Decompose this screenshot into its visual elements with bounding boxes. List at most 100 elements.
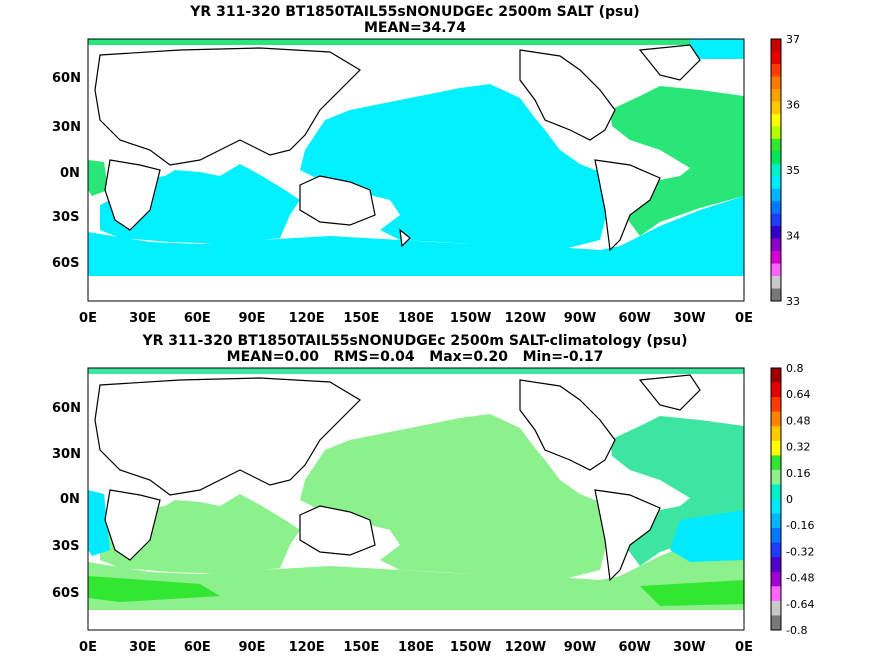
x-tick-label: 60E xyxy=(184,311,211,326)
y-tick-label: 60N xyxy=(52,71,81,86)
x-tick-label: 0E xyxy=(735,311,753,326)
colorbar-swatch xyxy=(771,39,781,52)
colorbar-swatch xyxy=(771,201,781,215)
colorbar-swatch xyxy=(771,499,781,515)
panel1-land-outlines xyxy=(94,44,701,252)
y-tick-label: 30N xyxy=(52,447,81,462)
colorbar-swatch xyxy=(771,440,781,456)
colorbar-swatch xyxy=(771,163,781,177)
colorbar-swatch xyxy=(771,176,781,190)
colorbar-swatch xyxy=(771,263,781,277)
x-tick-label: 90W xyxy=(564,640,596,655)
x-tick-label: 30E xyxy=(129,311,156,326)
colorbar-swatch xyxy=(771,213,781,227)
colorbar-swatch xyxy=(771,251,781,265)
x-tick-label: 30W xyxy=(673,311,705,326)
panel1-x-ticks: 0E 30E 60E 90E 120E 150E 180E 150W 120W 90W 60W 30W… xyxy=(79,311,753,326)
y-tick-label: 60S xyxy=(52,256,79,271)
colorbar-label: -0.16 xyxy=(786,519,814,532)
colorbar-swatch xyxy=(771,138,781,152)
colorbar-swatch xyxy=(771,615,781,631)
x-tick-label: 120E xyxy=(289,311,325,326)
colorbar-swatch xyxy=(771,288,781,302)
x-tick-label: 60W xyxy=(618,640,650,655)
y-tick-label: 60N xyxy=(52,401,81,416)
colorbar-swatch xyxy=(771,88,781,102)
x-tick-label: 30W xyxy=(673,640,705,655)
y-tick-label: 0N xyxy=(60,166,80,181)
colorbar-swatch xyxy=(771,226,781,240)
colorbar-label: 0.32 xyxy=(786,441,811,454)
panel1-southern-ocean xyxy=(88,196,744,276)
colorbar-label: 36 xyxy=(786,99,800,112)
x-tick-label: 90E xyxy=(239,640,266,655)
colorbar-label: 35 xyxy=(786,164,800,177)
x-tick-label: 180E xyxy=(398,311,434,326)
colorbar-swatch xyxy=(771,126,781,140)
colorbar-label: -0.32 xyxy=(786,545,814,558)
colorbar-label: 37 xyxy=(786,33,800,46)
colorbar-swatch xyxy=(771,397,781,413)
x-tick-label: 120E xyxy=(289,640,325,655)
x-tick-label: 30E xyxy=(129,640,156,655)
x-tick-label: 0E xyxy=(79,311,97,326)
colorbar-swatch xyxy=(771,382,781,398)
x-tick-label: 120W xyxy=(505,640,546,655)
panel1-y-ticks: 60N 30N 0N 30S 60S xyxy=(52,71,81,271)
x-tick-label: 180E xyxy=(398,640,434,655)
colorbar-swatch xyxy=(771,63,781,77)
colorbar-swatch xyxy=(771,76,781,90)
x-tick-label: 0E xyxy=(79,640,97,655)
colorbar-swatch xyxy=(771,542,781,558)
panel2-title-line1: YR 311-320 BT1850TAIL55sNONUDGEc 2500m S… xyxy=(142,333,688,349)
panel2-southern-ocean xyxy=(88,526,744,610)
colorbar-swatch xyxy=(771,426,781,442)
colorbar-swatch xyxy=(771,600,781,616)
colorbar-swatch xyxy=(771,571,781,587)
colorbar-swatch xyxy=(771,484,781,500)
colorbar-swatch xyxy=(771,188,781,202)
x-tick-label: 60E xyxy=(184,640,211,655)
colorbar-swatch xyxy=(771,528,781,544)
colorbar-swatch xyxy=(771,557,781,573)
y-tick-label: 30N xyxy=(52,120,81,135)
panel2-land-outlines xyxy=(94,374,701,582)
colorbar-label: -0.64 xyxy=(786,598,814,611)
panel2-x-ticks: 0E 30E 60E 90E 120E 150E 180E 150W 120W 90W 60W 30W… xyxy=(79,640,753,655)
panel1-title-line1: YR 311-320 BT1850TAIL55sNONUDGEc 2500m S… xyxy=(190,4,640,20)
colorbar-swatch xyxy=(771,455,781,471)
x-tick-label: 150W xyxy=(450,311,491,326)
panel1-map xyxy=(88,39,744,301)
panel1-title-line2: MEAN=34.74 xyxy=(363,20,467,36)
panel2-y-ticks: 60N 30N 0N 30S 60S xyxy=(52,401,81,601)
colorbar-label: 0.8 xyxy=(786,362,804,375)
colorbar-swatch xyxy=(771,368,781,384)
x-tick-label: 0E xyxy=(735,640,753,655)
panel2-pacific-ocean xyxy=(300,414,610,580)
panel2-title-line2: MEAN=0.00 RMS=0.04 Max=0.20 Min=-0.17 xyxy=(226,349,604,365)
panel1-colorbar: 37 36 35 34 33 xyxy=(770,33,800,308)
colorbar-swatch xyxy=(771,101,781,115)
x-tick-label: 90W xyxy=(564,311,596,326)
colorbar-swatch xyxy=(771,586,781,602)
colorbar-swatch xyxy=(771,469,781,485)
x-tick-label: 120W xyxy=(505,311,546,326)
y-tick-label: 0N xyxy=(60,492,80,507)
x-tick-label: 150E xyxy=(343,311,379,326)
colorbar-label: 33 xyxy=(786,295,800,308)
colorbar-swatch xyxy=(771,51,781,65)
y-tick-label: 30S xyxy=(52,210,79,225)
x-tick-label: 150W xyxy=(450,640,491,655)
colorbar-swatch xyxy=(771,113,781,127)
x-tick-label: 90E xyxy=(239,311,266,326)
colorbar-label: 0.48 xyxy=(786,414,811,427)
colorbar-label: 34 xyxy=(786,230,800,243)
panel1-pacific-ocean xyxy=(300,84,610,250)
colorbar-swatch xyxy=(771,276,781,290)
y-tick-label: 30S xyxy=(52,539,79,554)
x-tick-label: 60W xyxy=(618,311,650,326)
panel2-colorbar: 0.8 0.64 0.48 0.32 0.16 0 -0.16 -0.32 -0.48 -0.64… xyxy=(770,362,814,637)
colorbar-swatch xyxy=(771,151,781,165)
colorbar-label: 0.16 xyxy=(786,467,811,480)
